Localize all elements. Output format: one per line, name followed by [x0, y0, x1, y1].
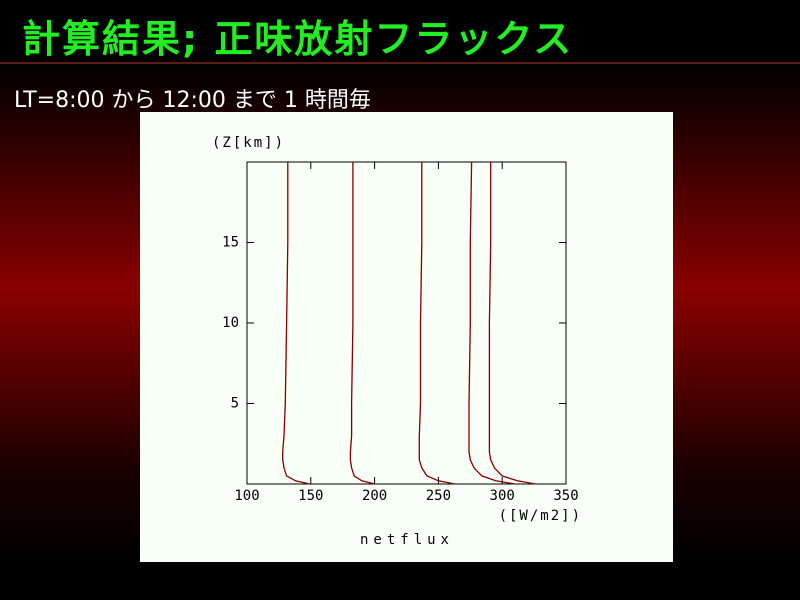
flux-line — [282, 162, 310, 485]
plot-frame — [246, 161, 567, 485]
x-tick-label: 300 — [490, 488, 515, 504]
x-tick-label: 150 — [298, 488, 323, 504]
y-tick-label: 10 — [222, 315, 239, 331]
x-tick-label: 250 — [426, 488, 451, 504]
flux-line — [349, 162, 375, 485]
title-rule — [0, 62, 800, 64]
flux-line — [468, 161, 516, 485]
x-tick-label: 350 — [553, 488, 578, 504]
y-axis-label: (Z[km]) — [212, 135, 285, 151]
y-tick-label: 5 — [231, 396, 239, 412]
x-tick-label: 200 — [362, 488, 387, 504]
x-axis-label: ([W/m2]) — [499, 508, 582, 524]
slide-subtitle: LT=8:00 から 12:00 まで 1 時間毎 — [14, 88, 371, 113]
chart-footer: netflux — [360, 532, 454, 548]
flux-line — [418, 162, 456, 485]
x-tick-label: 100 — [234, 488, 259, 504]
flux-line — [488, 162, 536, 485]
y-tick-label: 15 — [222, 235, 239, 251]
chart-panel — [140, 112, 673, 562]
slide-title: 計算結果; 正味放射フラックス — [22, 17, 574, 61]
